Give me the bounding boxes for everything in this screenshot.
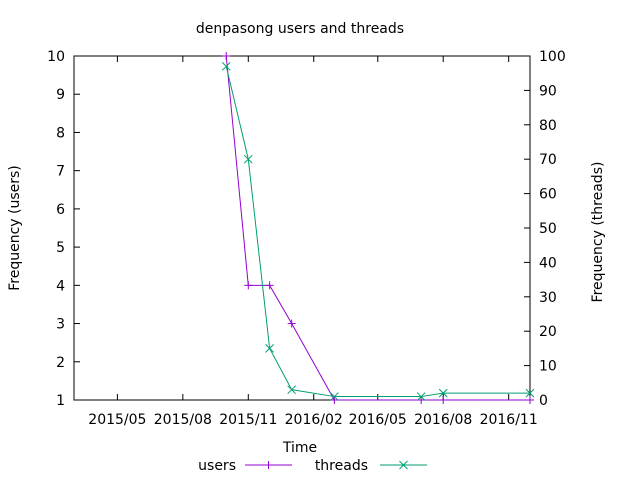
y2-tick-label: 40: [539, 255, 557, 271]
y2-tick-label: 80: [539, 118, 557, 134]
threads-data-point: [438, 388, 448, 398]
y2-axis-label: Frequency (threads): [590, 162, 606, 303]
chart-title: denpasong users and threads: [196, 21, 404, 37]
legend-marker-users: [264, 461, 273, 469]
x-tick-label: 2016/02: [285, 412, 343, 428]
threads-data-point: [416, 392, 426, 401]
y-tick-label: 7: [56, 164, 65, 180]
users-data-point: [265, 281, 274, 290]
legend-label-users: users: [198, 458, 236, 474]
legend-label-threads: threads: [315, 458, 368, 474]
y-tick-label: 4: [56, 278, 65, 294]
y-tick-label: 8: [56, 125, 65, 141]
legend: users threads: [198, 458, 427, 474]
y-tick-label: 9: [56, 87, 65, 103]
threads-data-point: [287, 385, 297, 395]
y2-tick-label: 0: [539, 393, 548, 409]
y2-tick-label: 20: [539, 324, 557, 340]
threads-series-line: [225, 66, 530, 398]
y2-tick-label: 30: [539, 290, 557, 306]
y2-tick-label: 60: [539, 187, 557, 203]
x-tick-label: 2015/11: [219, 412, 277, 428]
users-data-point: [287, 319, 296, 328]
y2-tick-label: 50: [539, 221, 557, 237]
y-tick-label: 10: [47, 49, 65, 65]
y2-tick-label: 90: [539, 83, 557, 99]
axis-ticks: 1234567891001020304050607080901002015/05…: [47, 49, 566, 428]
threads-data-point: [330, 392, 339, 401]
x-tick-label: 2015/05: [88, 412, 146, 428]
y-tick-label: 3: [56, 317, 65, 333]
users-data-point: [417, 396, 426, 404]
threads-data-point: [525, 388, 535, 398]
x-tick-label: 2016/11: [480, 412, 538, 428]
x-axis-label: Time: [282, 440, 317, 456]
x-tick-label: 2016/05: [349, 412, 407, 428]
users-data-point: [439, 396, 448, 404]
threads-data-point: [265, 344, 274, 353]
users-data-point: [526, 396, 534, 404]
y-axis-label: Frequency (users): [7, 165, 23, 291]
y2-tick-label: 10: [539, 359, 557, 375]
y-tick-label: 5: [56, 240, 65, 256]
plot-frame: [73, 55, 531, 401]
y2-tick-label: 100: [539, 49, 566, 65]
y-tick-label: 2: [56, 355, 65, 371]
series-layer: [221, 52, 535, 404]
y-tick-label: 1: [56, 393, 65, 409]
legend-marker-threads: [399, 460, 408, 470]
users-data-point: [222, 52, 231, 60]
threads-data-point: [243, 154, 253, 164]
y-tick-label: 6: [56, 202, 65, 218]
x-tick-label: 2015/08: [154, 412, 212, 428]
y2-tick-label: 70: [539, 152, 557, 168]
users-data-point: [244, 281, 253, 290]
threads-data-point: [221, 61, 231, 71]
users-series-line: [225, 55, 530, 401]
users-data-point: [330, 396, 339, 404]
x-tick-label: 2016/08: [414, 412, 472, 428]
